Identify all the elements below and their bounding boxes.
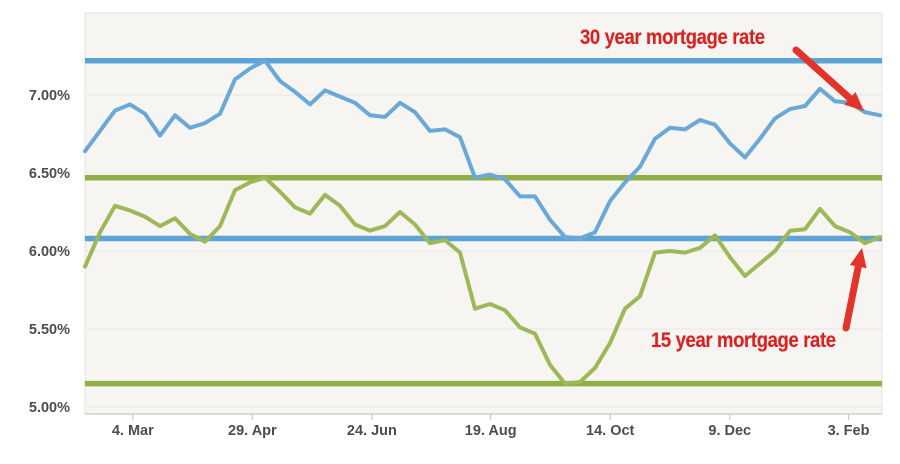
series-15-year-line[interactable]: [83, 175, 882, 386]
annotation-arrow-head: [849, 248, 867, 269]
plot-background: [84, 12, 883, 415]
annotation-15-year-label: 15 year mortgage rate: [651, 329, 836, 352]
y-axis-label: 7.00%: [29, 88, 70, 104]
x-axis-label: 24. Jun: [347, 423, 397, 439]
y-axis-label: 5.50%: [29, 322, 70, 338]
annotation-arrow-head: [844, 91, 864, 111]
annotation-30-year-label: 30 year mortgage rate: [580, 26, 765, 49]
y-axis-label: 5.00%: [29, 400, 70, 416]
y-axis-label: 6.50%: [29, 166, 70, 182]
x-axis-label: 14. Oct: [586, 423, 635, 439]
annotation-arrow-shaft: [842, 258, 863, 332]
annotation-arrow-shaft: [792, 46, 858, 106]
x-axis-label: 19. Aug: [465, 423, 517, 439]
x-axis-label: 29. Apr: [228, 423, 277, 439]
x-axis-label: 3. Feb: [828, 423, 870, 439]
y-axis-label: 6.00%: [29, 244, 70, 260]
series-30-year-line[interactable]: [83, 58, 882, 241]
x-axis-label: 4. Mar: [112, 423, 154, 439]
x-axis-label: 9. Dec: [708, 423, 751, 439]
